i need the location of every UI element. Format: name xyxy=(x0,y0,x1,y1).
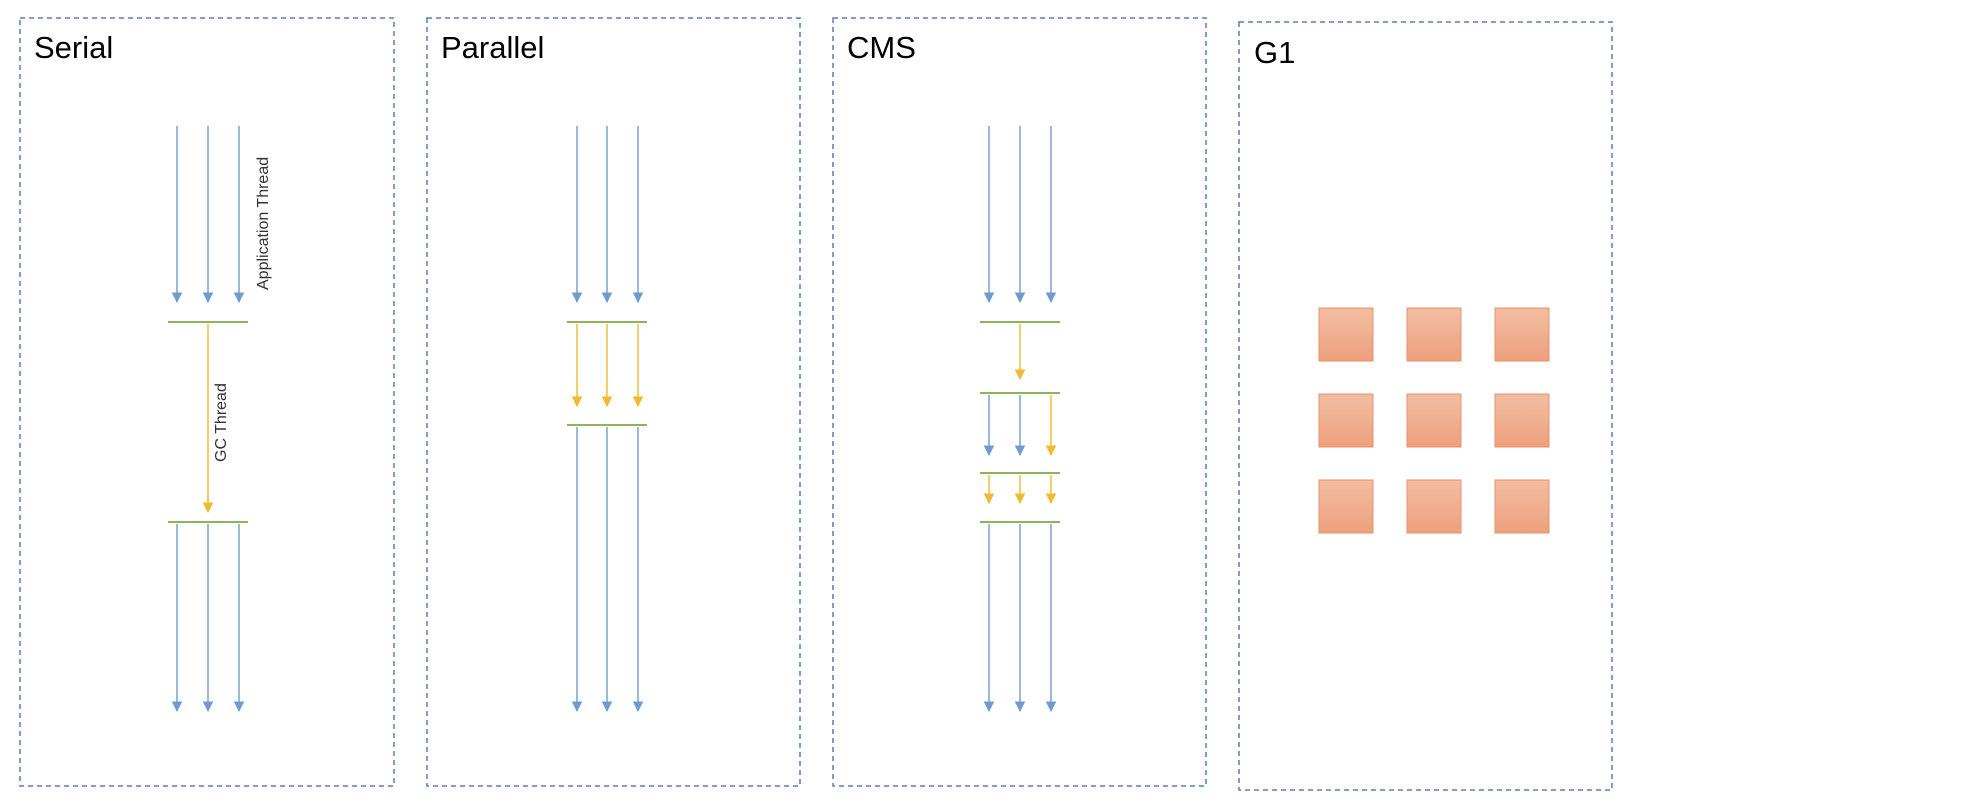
panel-parallel-border xyxy=(426,17,801,787)
panel-g1-border xyxy=(1238,21,1613,791)
parallel-gc-threads xyxy=(571,324,644,408)
panel-serial-title: Serial xyxy=(34,30,113,65)
heap-region xyxy=(1318,479,1374,534)
application-threads-after-gc xyxy=(571,427,644,713)
g1-region-grid xyxy=(1318,307,1550,534)
remark-gc-threads xyxy=(983,475,1057,505)
application-thread-label: Application Thread xyxy=(255,157,272,290)
panel-serial-border xyxy=(19,17,395,787)
application-threads-before-gc xyxy=(983,126,1057,304)
heap-region xyxy=(1406,393,1462,448)
application-threads-before-gc xyxy=(571,126,644,304)
application-threads-after-gc xyxy=(171,524,245,713)
heap-region xyxy=(1318,307,1374,362)
panel-cms-title: CMS xyxy=(847,30,916,65)
heap-region xyxy=(1494,479,1550,534)
heap-region xyxy=(1494,393,1550,448)
concurrent-phase-threads xyxy=(983,395,1057,457)
heap-region xyxy=(1494,307,1550,362)
heap-region xyxy=(1318,393,1374,448)
panel-parallel: Parallel xyxy=(426,17,801,787)
heap-region xyxy=(1406,479,1462,534)
heap-region xyxy=(1406,307,1462,362)
application-threads-before-gc xyxy=(171,126,245,304)
gc-thread-label: GC Thread xyxy=(213,383,230,462)
panel-serial: Serial Application Thread GC Thread xyxy=(19,17,395,787)
panel-g1: G1 xyxy=(1238,21,1613,791)
application-threads-after-gc xyxy=(983,524,1057,713)
panel-cms: CMS xyxy=(832,17,1207,787)
panel-cms-border xyxy=(832,17,1207,787)
panel-parallel-title: Parallel xyxy=(441,30,544,65)
panel-g1-title: G1 xyxy=(1254,35,1295,70)
